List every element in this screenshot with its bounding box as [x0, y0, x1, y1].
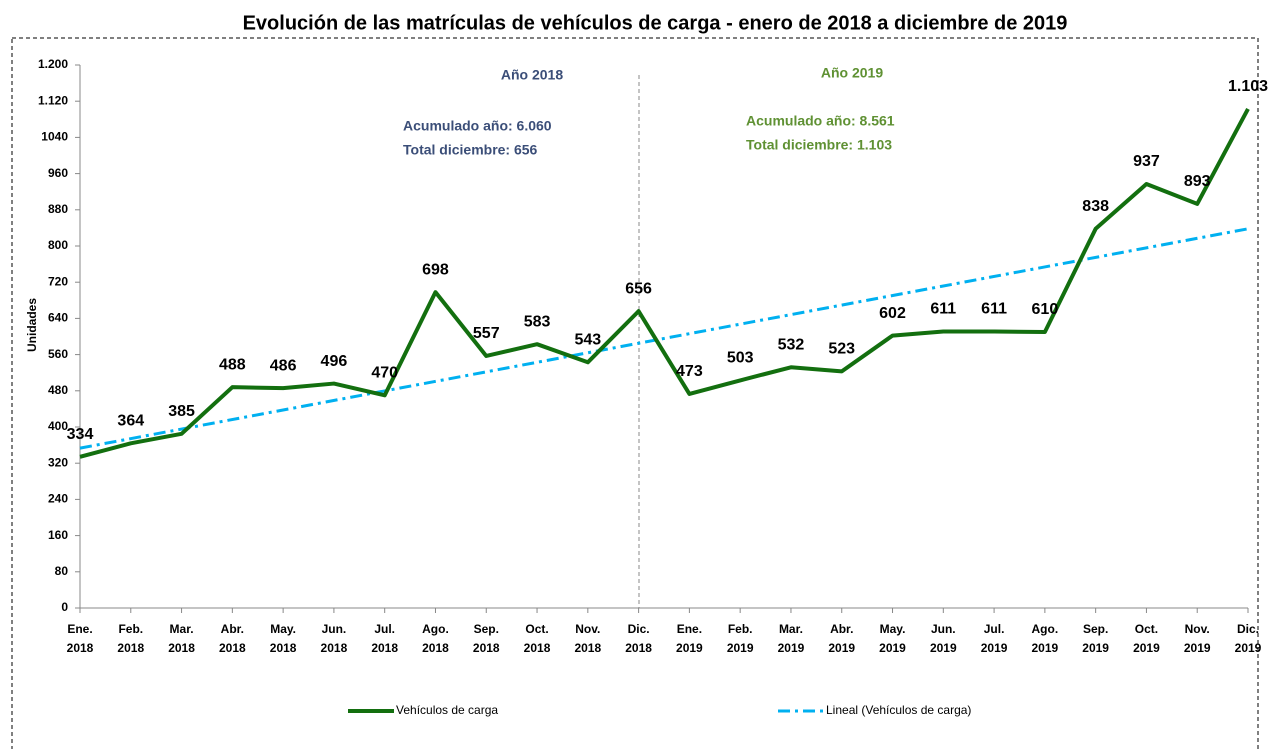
data-label: 937	[1133, 153, 1160, 170]
trendline	[79, 227, 1249, 450]
data-label: 334	[67, 426, 94, 443]
y-tick-label: 0	[61, 600, 68, 614]
x-tick-label: Abr. 2019	[828, 622, 856, 655]
x-tick-label: Nov. 2019	[1183, 622, 1211, 655]
data-label: 610	[1032, 301, 1059, 318]
y-tick-label: 400	[48, 419, 68, 433]
y-tick-label: 1.200	[38, 57, 68, 71]
x-tick-label: Oct. 2018	[523, 622, 551, 655]
data-label: 473	[676, 363, 703, 380]
x-tick-label: Ago. 2019	[1031, 622, 1059, 655]
data-label: 523	[828, 341, 855, 358]
x-tick-label: Ene. 2019	[676, 622, 703, 655]
data-label: 486	[270, 357, 297, 374]
annotation-text: Acumulado año: 8.561	[746, 113, 895, 129]
y-tick-label: 800	[48, 238, 68, 252]
annotation-text: Acumulado año: 6.060	[403, 118, 552, 134]
data-label: 385	[168, 403, 195, 420]
x-tick-label: Mar. 2019	[777, 622, 805, 655]
y-tick-label: 240	[48, 492, 68, 506]
data-label: 698	[422, 261, 449, 278]
x-tick-label: Feb. 2018	[117, 622, 145, 655]
x-tick-label: Ene. 2018	[66, 622, 94, 655]
x-tick-label: Nov. 2018	[574, 622, 602, 655]
data-label: 602	[879, 305, 906, 322]
y-tick-label: 960	[48, 166, 68, 180]
x-tick-label: Jun. 2018	[320, 622, 348, 655]
data-label: 1.103	[1228, 78, 1268, 95]
y-tick-label: 640	[48, 311, 68, 325]
y-tick-label: 80	[55, 564, 69, 578]
data-label: 543	[574, 332, 601, 349]
data-label: 893	[1184, 173, 1211, 190]
x-tick-label: Dic. 2018	[625, 622, 652, 655]
y-tick-label: 1040	[41, 130, 68, 144]
x-tick-label: Ago. 2018	[422, 622, 449, 655]
x-tick-label: Jul. 2019	[980, 622, 1008, 655]
data-line	[79, 107, 1250, 459]
annotation-title: Año 2019	[821, 65, 883, 81]
data-label: 656	[625, 280, 652, 297]
y-axis-label: Unidades	[25, 298, 39, 352]
data-label: 611	[981, 301, 1007, 318]
x-tick-label: Abr. 2018	[218, 622, 246, 655]
y-tick-label: 320	[48, 455, 68, 469]
legend-label: Lineal (Vehículos de carga)	[826, 703, 971, 717]
y-tick-label: 880	[48, 202, 68, 216]
chart-title: Evolución de las matrículas de vehículos…	[243, 12, 1068, 34]
data-label: 838	[1082, 198, 1109, 215]
x-tick-label: Sep. 2019	[1082, 622, 1109, 655]
data-label: 488	[219, 356, 246, 373]
data-label: 364	[117, 413, 144, 430]
data-label: 503	[727, 350, 754, 367]
x-tick-label: Jul. 2018	[371, 622, 399, 655]
data-label: 583	[524, 313, 551, 330]
annotation-text: Total diciembre: 656	[403, 142, 538, 158]
annotation-text: Total diciembre: 1.103	[746, 137, 892, 153]
data-label: 611	[930, 301, 956, 318]
y-tick-label: 1.120	[38, 93, 68, 107]
frame	[11, 37, 1259, 749]
y-tick-label: 480	[48, 383, 68, 397]
x-tick-label: Mar. 2018	[168, 622, 195, 655]
x-tick-label: Jun. 2019	[929, 622, 957, 655]
annotation-2018: Año 2018 Acumulado año: 6.060 Total dici…	[403, 67, 563, 158]
data-label: 532	[778, 336, 805, 353]
data-label: 470	[371, 365, 398, 382]
annotation-title: Año 2018	[501, 67, 563, 83]
legend-label: Vehículos de carga	[396, 703, 498, 717]
x-tick-label: Sep. 2018	[472, 622, 500, 655]
x-tick-label: Feb. 2019	[726, 622, 754, 655]
x-tick-label: May. 2018	[269, 622, 297, 655]
y-tick-label: 560	[48, 347, 68, 361]
data-label: 496	[321, 353, 348, 370]
y-tick-label: 720	[48, 274, 68, 288]
x-tick-label: Dic. 2019	[1234, 622, 1262, 655]
annotation-2019: Año 2019 Acumulado año: 8.561 Total dici…	[746, 65, 895, 153]
x-tick-label: May. 2019	[879, 622, 906, 655]
y-tick-label: 160	[48, 528, 68, 542]
data-label: 557	[473, 325, 500, 342]
x-tick-label: Oct. 2019	[1133, 622, 1160, 655]
